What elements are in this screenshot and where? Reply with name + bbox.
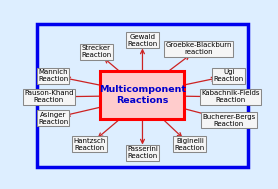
Text: Groebke-Blackburn
reaction: Groebke-Blackburn reaction	[165, 42, 232, 55]
Text: Multicomponent
Reactions: Multicomponent Reactions	[99, 85, 186, 105]
Text: Biginelli
Reaction: Biginelli Reaction	[175, 138, 205, 151]
FancyBboxPatch shape	[100, 71, 185, 119]
Text: Ugi
Reaction: Ugi Reaction	[214, 69, 244, 82]
Text: Kabachnik-Fields
Reaction: Kabachnik-Fields Reaction	[202, 90, 260, 103]
Text: Strecker
Reaction: Strecker Reaction	[81, 45, 111, 58]
Text: Mannich
Reaction: Mannich Reaction	[38, 69, 68, 82]
Text: Bucherer-Bergs
Reaction: Bucherer-Bergs Reaction	[202, 114, 255, 127]
Text: Hantzsch
Reaction: Hantzsch Reaction	[73, 138, 106, 151]
Text: Passerini
Reaction: Passerini Reaction	[127, 146, 158, 160]
Text: Gewald
Reaction: Gewald Reaction	[127, 34, 158, 47]
Text: Pauson-Khand
Reaction: Pauson-Khand Reaction	[24, 90, 73, 103]
Text: Asinger
Reaction: Asinger Reaction	[38, 112, 68, 125]
